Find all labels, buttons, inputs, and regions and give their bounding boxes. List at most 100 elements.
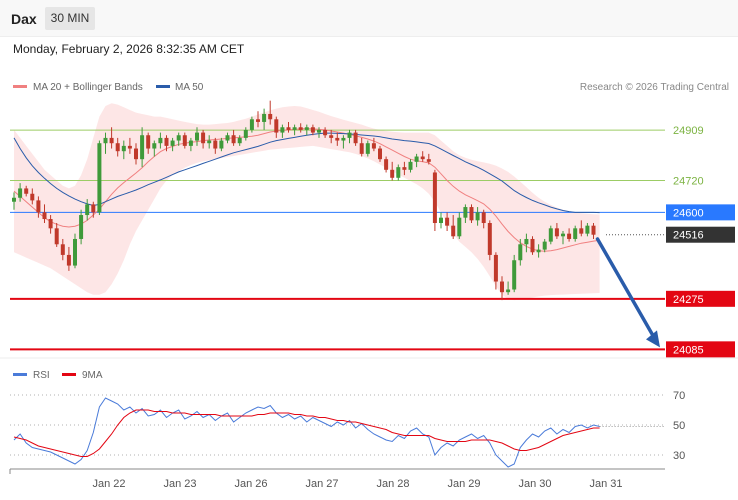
candle-body (530, 238, 535, 253)
candle-body (103, 137, 108, 144)
level-tag-24600 (666, 204, 735, 221)
ma50-legend-label: MA 50 (175, 82, 204, 93)
bollinger-band-fill (14, 103, 600, 301)
rsi-tick-50: 50 (673, 420, 685, 432)
candle-body (274, 119, 279, 133)
level-label-24720: 24720 (673, 175, 704, 187)
candle-body (408, 161, 413, 170)
candle-body (481, 212, 486, 224)
candle-body (66, 254, 71, 266)
candle-body (359, 143, 364, 154)
candle-body (195, 132, 199, 141)
candle-body (542, 241, 547, 250)
rsi-ma-legend-swatch (62, 373, 76, 376)
candle-body (506, 289, 511, 293)
candle-body (591, 225, 596, 235)
candle-body (561, 233, 565, 237)
candle-body (286, 127, 291, 130)
candle-body (402, 167, 407, 170)
candle-body (310, 127, 315, 133)
candle-body (371, 143, 376, 149)
candle-body (219, 140, 224, 149)
candle-body (231, 135, 236, 144)
timeframe-badge[interactable]: 30 MIN (45, 7, 95, 30)
candle-body (585, 225, 590, 234)
rsi-line (13, 397, 600, 468)
rsi-ma-line (13, 409, 600, 457)
x-tick-label: Jan 30 (518, 478, 551, 490)
candle-body (280, 127, 285, 133)
candle-body (262, 113, 267, 122)
candle-body (536, 249, 541, 253)
level-tag-24085 (666, 341, 735, 358)
candle-body (487, 223, 492, 255)
candle-body (292, 127, 297, 130)
candle-body (573, 228, 578, 239)
candle-body (439, 217, 443, 224)
ma50-legend-swatch (156, 85, 170, 88)
level-label-24909: 24909 (673, 125, 704, 137)
candle-body (12, 197, 16, 202)
candle-body (115, 143, 120, 152)
rsi-legend-label: RSI (33, 370, 50, 381)
candle-body (188, 140, 193, 146)
candle-body (36, 200, 41, 213)
candlesticks (12, 100, 596, 301)
candle-body (347, 132, 352, 138)
candle-body (176, 135, 181, 141)
candle-body (414, 156, 419, 162)
candle-body (335, 137, 340, 141)
projection-arrow-shaft (595, 237, 656, 340)
candle-body (365, 143, 370, 154)
rsi-legend-swatch (13, 373, 27, 376)
candle-body (384, 159, 389, 170)
candle-body (91, 204, 96, 213)
candle-body (48, 219, 53, 229)
candle-body (127, 145, 132, 149)
timestamp: Monday, February 2, 2026 8:32:35 AM CET (13, 42, 245, 56)
level-label-24600: 24600 (673, 207, 704, 219)
level-tag-24516 (666, 226, 735, 243)
candle-body (121, 145, 126, 152)
candle-body (323, 129, 328, 136)
candle-body (390, 169, 395, 178)
x-axis: Jan 22 Jan 23 Jan 26 Jan 27 Jan 28 Jan 29 Jan … (9, 469, 623, 490)
candle-body (548, 228, 553, 242)
candle-body (18, 188, 23, 198)
instrument-title: Dax (11, 11, 37, 27)
candle-body (457, 217, 462, 237)
candle-body (134, 148, 138, 160)
x-tick-label: Jan 23 (163, 478, 196, 490)
bollinger-legend-label: MA 20 + Bollinger Bands (33, 82, 143, 93)
candle-body (378, 148, 382, 160)
candle-body (500, 281, 504, 293)
level-label-24085: 24085 (673, 344, 704, 356)
candle-body (432, 172, 437, 224)
projection-arrow (595, 237, 660, 348)
candle-body (42, 212, 47, 220)
candle-body (524, 238, 529, 245)
candle-body (341, 137, 346, 141)
candle-body (469, 207, 474, 221)
candle-body (225, 135, 230, 141)
candle-body (158, 137, 163, 144)
candle-body (146, 135, 151, 149)
candle-body (567, 233, 572, 239)
candle-body (24, 188, 29, 194)
candle-body (249, 119, 254, 130)
candle-body (298, 127, 303, 130)
level-label-24516: 24516 (673, 230, 704, 242)
candle-body (97, 143, 102, 213)
candle-body (54, 228, 59, 245)
candle-body (60, 244, 65, 255)
candle-body (201, 132, 206, 144)
bollinger-bands (14, 103, 600, 301)
candle-body (426, 159, 431, 162)
header-bar: Dax 30 MIN (0, 0, 738, 37)
rsi-panel: 70 50 30 (10, 390, 685, 468)
bollinger-legend-swatch (13, 85, 27, 88)
projection-arrow-head (646, 330, 660, 348)
level-tag-24275 (666, 290, 735, 307)
candle-body (304, 127, 309, 130)
candle-body (243, 129, 248, 138)
